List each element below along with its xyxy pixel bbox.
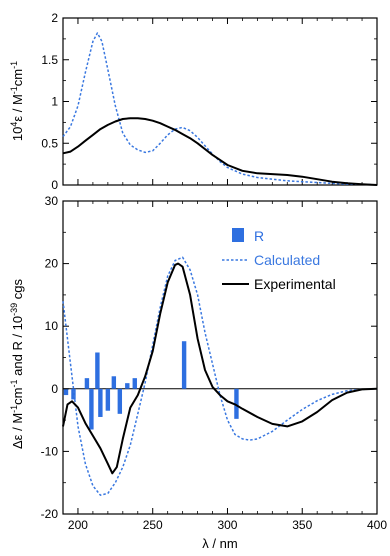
cd-y-tick-label: 30 — [45, 194, 59, 208]
legend-r-label: R — [254, 228, 264, 244]
legend-experimental-label: Experimental — [254, 276, 336, 292]
cd-y-tick-label: -20 — [41, 507, 59, 521]
rotatory-strength-bar — [132, 378, 137, 389]
absorption-y-tick-label: 1 — [51, 95, 58, 109]
cd-calculated-line — [62, 256, 378, 496]
cd-x-tick-label: 250 — [143, 518, 163, 532]
absorption-y-axis-label: 104ε / M-1cm-1 — [9, 61, 25, 141]
absorption-y-tick-label: 0.5 — [41, 136, 58, 150]
rotatory-strength-bar — [71, 388, 76, 400]
cd-panel: 200 250 300 350 400 -20 -10 0 10 20 30 R Calculate… — [9, 194, 387, 551]
rotatory-strength-bar — [105, 388, 111, 411]
cd-x-tick-label: 350 — [292, 518, 312, 532]
absorption-ticks: 0 0.5 1 1.5 2 — [41, 11, 378, 192]
cd-ticks: 200 250 300 350 400 -20 -10 0 10 20 30 — [41, 194, 388, 532]
absorption-panel: 0 0.5 1 1.5 2 104ε / M-1cm-1 — [9, 11, 378, 192]
rotatory-strength-bar — [111, 376, 117, 389]
rotatory-strength-bar — [117, 388, 123, 414]
rotatory-strength-bars — [63, 341, 239, 430]
rotatory-strength-bar — [95, 352, 100, 389]
cd-x-axis-label: λ / nm — [202, 536, 237, 551]
rotatory-strength-bar — [63, 388, 69, 396]
cd-y-tick-label: 20 — [45, 257, 59, 271]
rotatory-strength-bar — [84, 378, 90, 389]
cd-x-tick-label: 300 — [217, 518, 237, 532]
cd-series — [62, 256, 378, 496]
absorption-series — [62, 32, 378, 186]
legend-calculated-label: Calculated — [254, 252, 320, 268]
cd-experimental-line — [62, 262, 378, 475]
absorption-calculated-line — [62, 32, 378, 186]
cd-y-axis-label: Δε / M-1cm-1 and R / 10-39 cgs — [9, 279, 25, 449]
rotatory-strength-bar — [181, 341, 187, 389]
absorption-y-tick-label: 2 — [51, 11, 58, 25]
cd-y-tick-label: 0 — [51, 382, 58, 396]
rotatory-strength-bar — [234, 388, 239, 419]
cd-x-tick-label: 400 — [367, 518, 387, 532]
cd-legend: R Calculated Experimental — [222, 228, 336, 292]
rotatory-strength-bar — [125, 383, 130, 389]
cd-x-tick-label: 200 — [68, 518, 88, 532]
cd-y-tick-label: -10 — [41, 444, 59, 458]
absorption-y-tick-label: 1.5 — [41, 53, 58, 67]
absorption-y-tick-label: 0 — [51, 178, 58, 192]
absorption-experimental-line — [62, 117, 378, 186]
legend-r-swatch — [232, 228, 244, 242]
cd-y-tick-label: 10 — [45, 319, 59, 333]
rotatory-strength-bar — [98, 388, 103, 417]
rotatory-strength-bar — [89, 388, 94, 430]
